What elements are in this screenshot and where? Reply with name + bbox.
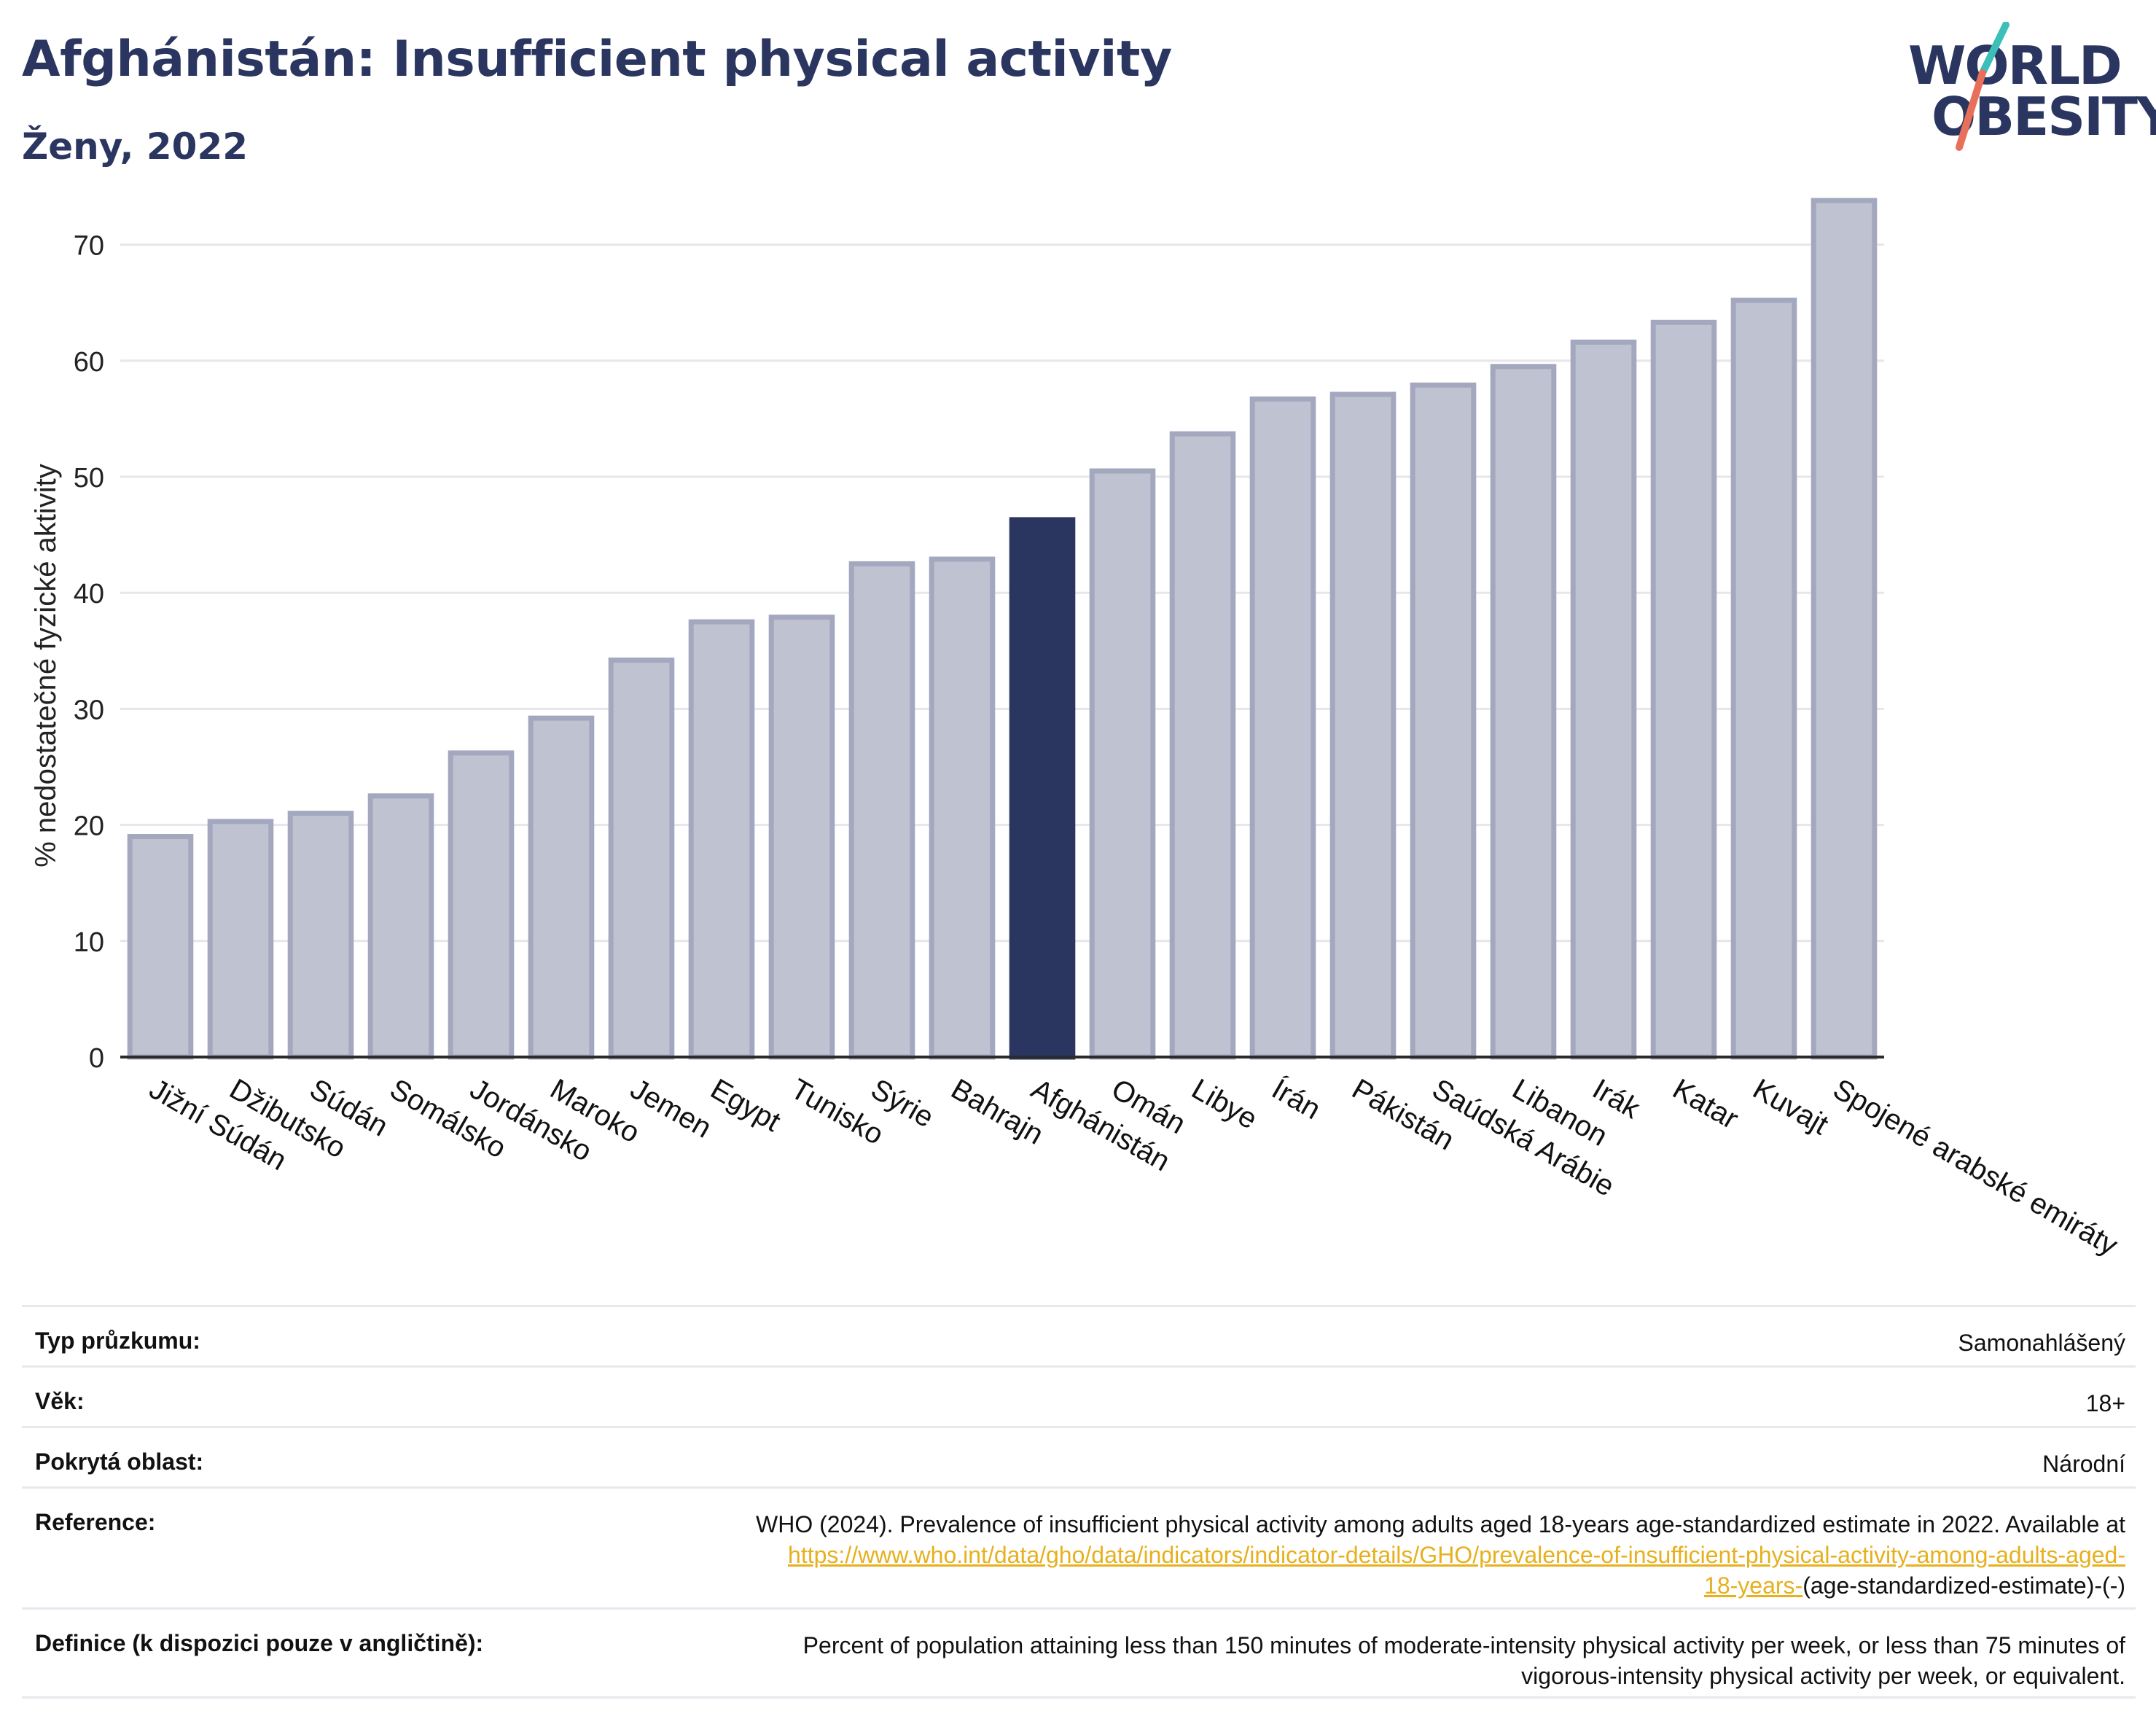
info-row-definition: Definice (k dispozici pouze v angličtině… bbox=[22, 1607, 2136, 1699]
bar bbox=[207, 819, 274, 1060]
x-tick-label: Spojené arabské emiráty bbox=[1828, 1073, 2123, 1262]
bar bbox=[1730, 297, 1797, 1060]
x-tick-label: Írán bbox=[1267, 1072, 1327, 1126]
info-row-reference: Reference: WHO (2024). Prevalence of ins… bbox=[22, 1486, 2136, 1607]
survey-label: Typ průzkumu: bbox=[35, 1327, 200, 1354]
definition-line-2: vigorous-intensity physical activity per… bbox=[1521, 1663, 2125, 1689]
y-tick-label: 40 bbox=[74, 579, 104, 609]
x-tick-label: Egypt bbox=[706, 1073, 786, 1138]
bar bbox=[1650, 319, 1717, 1060]
bar bbox=[1169, 431, 1236, 1060]
x-tick-label: Bahrajn bbox=[946, 1073, 1049, 1151]
bar bbox=[768, 615, 835, 1060]
bar bbox=[688, 619, 755, 1060]
logo-text-world: WORLD bbox=[1908, 35, 2122, 96]
definition-line-1: Percent of population attaining less tha… bbox=[802, 1632, 2125, 1658]
y-tick-label: 10 bbox=[74, 927, 104, 958]
x-tick-label: Jemen bbox=[625, 1073, 717, 1145]
definition-value: Percent of population attaining less tha… bbox=[803, 1630, 2125, 1691]
page-title: Afghánistán: Insufficient physical activ… bbox=[22, 31, 1172, 88]
info-table: Typ průzkumu: Samonahlášený Věk: 18+ Pok… bbox=[22, 1305, 2136, 1699]
bar bbox=[1410, 382, 1477, 1060]
logo-slash-icon bbox=[1956, 22, 2009, 151]
x-tick-label: Libye bbox=[1187, 1073, 1263, 1136]
y-tick-label: 30 bbox=[74, 695, 104, 725]
age-label: Věk: bbox=[35, 1388, 85, 1414]
bar bbox=[1570, 339, 1637, 1060]
bar bbox=[448, 750, 515, 1060]
bar bbox=[1329, 391, 1397, 1060]
y-tick-label: 0 bbox=[89, 1043, 104, 1074]
bar bbox=[1249, 396, 1316, 1060]
bar bbox=[287, 811, 354, 1060]
bar bbox=[127, 834, 194, 1060]
coverage-label: Pokrytá oblast: bbox=[35, 1449, 204, 1475]
age-value: 18+ bbox=[2085, 1390, 2125, 1416]
info-row-coverage: Pokrytá oblast: Národní bbox=[22, 1426, 2136, 1486]
x-tick-label: Kuvajt bbox=[1748, 1073, 1834, 1142]
reference-label: Reference: bbox=[35, 1509, 156, 1535]
y-axis-label: % nedostatečné fyzické aktivity bbox=[30, 464, 62, 868]
bar bbox=[367, 793, 434, 1060]
reference-suffix: (age-standardized-estimate)-(-) bbox=[1802, 1572, 2125, 1599]
reference-link[interactable]: https://www.who.int/data/gho/data/indica… bbox=[788, 1542, 2125, 1568]
bar-chart: 0 10 20 30 40 50 60 70 % nedostatečné fyzické ak… bbox=[30, 198, 2123, 1262]
y-tick-label: 60 bbox=[74, 347, 104, 378]
reference-link-continued[interactable]: 18-years- bbox=[1704, 1572, 1803, 1599]
y-tick-label: 20 bbox=[74, 811, 104, 842]
x-tick-label: Katar bbox=[1668, 1073, 1744, 1136]
bar bbox=[848, 561, 915, 1060]
y-tick-label: 70 bbox=[74, 231, 104, 262]
info-row-survey: Typ průzkumu: Samonahlášený bbox=[22, 1305, 2136, 1365]
info-row-age: Věk: 18+ bbox=[22, 1365, 2136, 1426]
bar bbox=[528, 715, 595, 1060]
world-obesity-logo: WORLD OBESITY bbox=[1902, 22, 2156, 153]
coverage-value: Národní bbox=[2042, 1451, 2125, 1477]
bar bbox=[929, 556, 996, 1060]
x-tick-label: Tunisko bbox=[786, 1073, 889, 1151]
bar bbox=[1490, 364, 1557, 1060]
survey-value: Samonahlášený bbox=[1958, 1330, 2125, 1356]
bar bbox=[1089, 468, 1156, 1060]
y-tick-label: 50 bbox=[74, 463, 104, 494]
bar bbox=[1009, 517, 1076, 1060]
reference-text: WHO (2024). Prevalence of insufficient p… bbox=[756, 1511, 2125, 1537]
page-subtitle: Ženy, 2022 bbox=[22, 125, 249, 168]
bar bbox=[1811, 198, 1878, 1060]
definition-label: Definice (k dispozici pouze v angličtině… bbox=[35, 1630, 484, 1656]
bar bbox=[608, 658, 675, 1060]
reference-value: WHO (2024). Prevalence of insufficient p… bbox=[756, 1509, 2125, 1601]
